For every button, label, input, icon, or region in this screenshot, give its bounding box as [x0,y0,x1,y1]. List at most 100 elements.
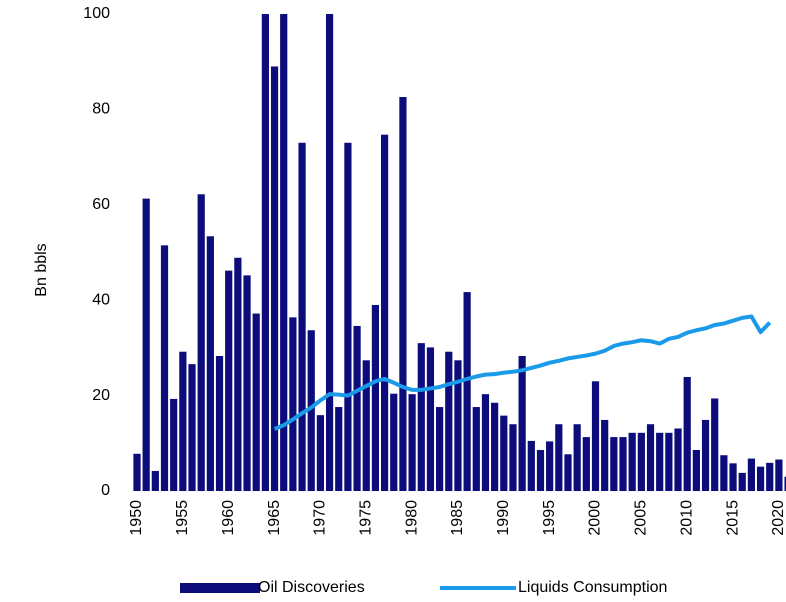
x-tick-label: 1955 [174,500,191,536]
y-tick-label: 100 [83,5,110,22]
bar [775,459,783,491]
bar [280,14,288,491]
bar [270,66,279,491]
bar [261,14,269,491]
y-tick-label: 40 [92,291,110,308]
x-tick-label: 1950 [128,500,145,536]
bar [766,462,774,491]
legend-label: Liquids Consumption [518,579,667,596]
bar [426,347,435,491]
x-tick-label: 1985 [449,500,466,536]
bar [500,415,508,491]
bar [546,441,554,491]
bar [371,304,380,491]
bar [344,142,352,492]
bar [325,14,334,491]
bar [738,472,746,491]
x-tick-label: 1990 [495,500,512,536]
bar [206,236,214,491]
bar [353,325,361,491]
bar [454,360,462,491]
bar [362,360,370,491]
bar [591,381,600,491]
x-tick-label: 1960 [220,500,237,536]
bar [619,437,627,491]
bar [445,351,453,491]
x-tick-label: 2010 [678,500,695,536]
bar [491,402,499,491]
bar [234,257,242,491]
y-tick-label: 60 [92,196,110,213]
x-tick-label: 1995 [541,500,558,536]
bar [215,356,224,491]
bar [417,343,425,491]
bar [151,470,159,491]
bar [610,437,618,491]
bar [307,330,315,491]
bar [747,458,755,491]
bar [436,407,444,491]
bar [656,432,664,491]
legend-label: Oil Discoveries [258,579,365,596]
bar [133,453,141,491]
bar [463,292,471,491]
bar [170,398,178,491]
bar [481,394,490,491]
bar [408,394,416,491]
bar [628,432,636,491]
x-tick-label: 1970 [312,500,329,536]
bar [289,317,297,491]
bar [674,428,682,491]
bar [683,376,691,491]
x-tick-label: 2020 [770,500,786,536]
y-axis-label: Bn bbls [33,243,50,296]
bar [160,245,169,491]
x-tick-label: 1975 [357,500,374,536]
bar [646,424,655,491]
bar [380,134,389,491]
x-tick-label: 2005 [633,500,650,536]
x-tick-label: 1965 [266,500,283,536]
bar [720,455,728,491]
bar [243,275,251,491]
bar [298,142,306,492]
bar [527,440,535,491]
legend-swatch [180,583,260,593]
bar [601,419,609,491]
bar [399,96,407,492]
bar [316,415,324,491]
bar [225,270,233,491]
y-tick-label: 80 [92,101,110,118]
bar [197,194,205,491]
x-tick-label: 2015 [724,500,741,536]
bar [188,364,196,491]
bar [573,424,581,491]
bar [472,407,480,491]
x-tick-label: 2000 [587,500,604,536]
bar [536,449,545,491]
bar [729,463,737,491]
bar [555,424,563,491]
bar [784,476,786,491]
bar [518,356,526,491]
bar [582,437,590,491]
bar [665,432,673,491]
line [273,314,772,431]
x-tick-label: 1980 [403,500,420,536]
bar [252,313,260,491]
bar [509,424,517,491]
bar [637,432,645,491]
bar [701,419,710,491]
y-tick-label: 20 [92,387,110,404]
bar [179,351,187,491]
bar [711,398,719,491]
bar [335,407,343,491]
bar [564,454,572,491]
bar [692,449,700,491]
y-tick-label: 0 [101,482,110,499]
bar [756,466,765,491]
bar [390,393,398,491]
bar [142,198,150,491]
plot-area [133,14,786,492]
